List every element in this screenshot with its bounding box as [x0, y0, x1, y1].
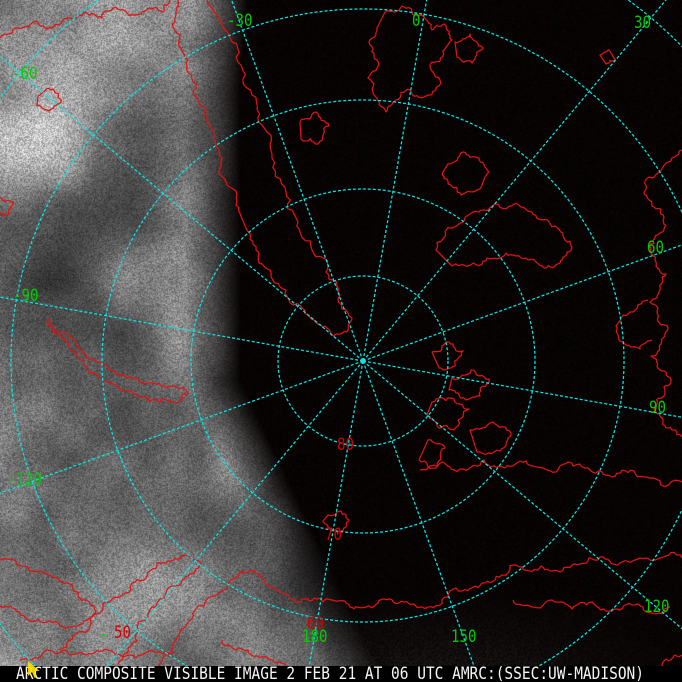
longitude-label: 90	[649, 398, 666, 418]
latitude-circle-50	[10, 8, 682, 682]
meridian-line	[362, 360, 481, 682]
coastline	[149, 551, 682, 682]
latitude-circle-60	[101, 99, 625, 623]
grid-labels-layer: -30 0 30 -60 60 -90 90 -120 120 150 180 - 80 70 60 50	[8, 11, 670, 647]
coastline	[0, 197, 14, 217]
meridian-line	[230, 0, 364, 362]
longitude-label: 30	[634, 13, 651, 33]
meridian-line	[92, 360, 364, 682]
coastline	[0, 558, 97, 630]
coastline	[615, 299, 653, 350]
coastline	[59, 554, 201, 665]
meridian-line	[0, 360, 364, 494]
meridian-line	[362, 0, 667, 362]
caption-bar	[0, 666, 682, 682]
coastline	[599, 49, 616, 65]
meridian-line	[0, 55, 364, 362]
coastline	[448, 369, 490, 401]
coastline	[45, 317, 189, 404]
longitude-label: -	[99, 625, 108, 645]
coastline	[469, 421, 512, 455]
coastline	[0, 0, 171, 39]
coastline	[322, 510, 350, 533]
coastline	[171, 0, 353, 337]
longitude-label: 150	[451, 627, 477, 647]
longitude-label: 180	[302, 627, 328, 647]
meridian-line	[305, 360, 364, 682]
meridian-line	[362, 244, 682, 362]
caption-text: ARCTIC COMPOSITE VISIBLE IMAGE 2 FEB 21 …	[16, 664, 644, 682]
coastline	[367, 5, 453, 113]
meridian-line	[362, 360, 682, 418]
coastline	[426, 396, 470, 431]
coastline	[419, 459, 682, 488]
coastline	[512, 599, 671, 615]
longitude-label: -60	[12, 64, 38, 84]
latitude-circle-70	[190, 188, 536, 534]
coastline	[299, 111, 330, 145]
latitude-label: 60	[307, 614, 324, 634]
coastline	[454, 33, 484, 64]
longitude-label: 120	[644, 597, 670, 617]
latitude-label: 50	[114, 623, 131, 643]
longitude-label: -90	[13, 286, 39, 306]
coastline	[431, 341, 464, 371]
longitude-label: 60	[647, 238, 664, 258]
longitude-label: 0	[412, 11, 421, 31]
longitude-label: -30	[227, 11, 253, 31]
coastline	[418, 439, 446, 470]
meridian-line	[0, 296, 364, 362]
coastline	[36, 87, 62, 112]
meridian-line	[362, 360, 682, 630]
latitude-circle-80	[277, 275, 449, 447]
coastline	[435, 202, 573, 269]
latitude-label: 70	[325, 525, 342, 545]
coastline	[441, 151, 490, 196]
longitude-label: -120	[8, 470, 42, 490]
coastline	[19, 648, 175, 661]
meridian-line	[362, 0, 428, 362]
mouse-cursor	[28, 661, 40, 678]
latitude-label: 80	[337, 435, 354, 455]
coastline	[643, 149, 682, 438]
